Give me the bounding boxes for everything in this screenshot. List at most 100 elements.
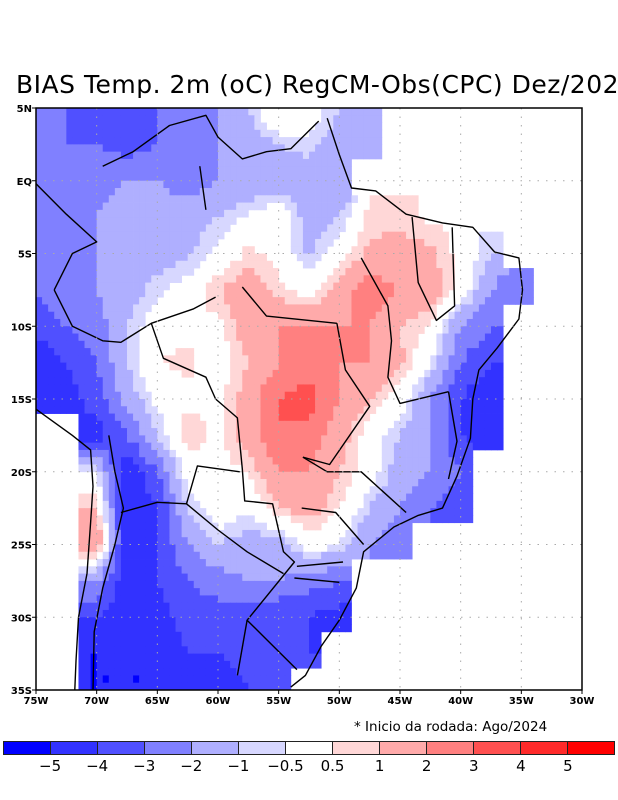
bias-cell <box>193 260 201 269</box>
bias-cell <box>406 413 413 422</box>
bias-cell <box>224 668 231 676</box>
bias-cell <box>205 624 213 633</box>
bias-cell <box>466 340 474 349</box>
bias-cell <box>327 500 334 509</box>
bias-cell <box>345 151 352 160</box>
bias-cell <box>181 493 189 502</box>
bias-cell <box>96 449 104 458</box>
bias-cell <box>406 195 413 203</box>
bias-cell <box>145 631 152 640</box>
bias-cell <box>254 362 261 371</box>
bias-cell <box>66 158 73 167</box>
bias-cell <box>145 289 152 298</box>
bias-cell <box>151 559 158 567</box>
bias-cell <box>60 209 67 218</box>
bias-cell <box>315 348 322 356</box>
bias-cell <box>66 137 73 145</box>
bias-cell <box>302 318 310 327</box>
bias-cell <box>42 399 49 407</box>
bias-cell <box>193 609 201 618</box>
bias-cell <box>127 333 134 342</box>
bias-cell <box>333 377 340 385</box>
bias-cell <box>133 311 140 320</box>
bias-cell <box>254 151 261 160</box>
bias-cell <box>108 340 116 349</box>
bias-cell <box>290 348 298 356</box>
bias-cell <box>230 559 237 567</box>
bias-cell <box>114 515 122 524</box>
bias-cell <box>157 646 164 655</box>
bias-cell <box>278 442 286 451</box>
bias-cell <box>175 253 182 262</box>
bias-cell <box>381 435 389 444</box>
bias-cell <box>60 166 67 174</box>
bias-cell <box>509 268 516 276</box>
bias-cell <box>460 348 468 356</box>
bias-cell <box>436 428 443 436</box>
bias-cell <box>218 551 225 560</box>
bias-cell <box>205 682 213 691</box>
bias-cell <box>333 580 340 589</box>
bias-cell <box>218 151 225 160</box>
bias-cell <box>406 224 413 233</box>
bias-cell <box>406 471 413 480</box>
bias-cell <box>491 260 498 269</box>
bias-cell <box>169 653 176 662</box>
bias-cell <box>248 682 255 691</box>
bias-cell <box>224 108 231 116</box>
bias-cell <box>296 326 304 334</box>
bias-cell <box>224 188 231 196</box>
bias-cell <box>412 486 419 494</box>
bias-cell <box>472 384 480 393</box>
bias-cell <box>315 471 322 480</box>
bias-cell <box>224 428 231 436</box>
bias-cell <box>296 559 304 567</box>
bias-cell <box>436 449 443 458</box>
bias-cell <box>327 326 334 334</box>
bias-cell <box>254 566 261 574</box>
bias-cell <box>406 246 413 254</box>
bias-cell <box>78 289 85 298</box>
bias-cell <box>163 508 170 516</box>
bias-cell <box>108 275 116 283</box>
bias-cell <box>418 406 425 414</box>
bias-cell <box>302 151 310 160</box>
bias-cell <box>42 209 49 218</box>
bias-cell <box>381 275 389 283</box>
bias-cell <box>272 551 280 560</box>
bias-cell <box>133 333 140 342</box>
bias-cell <box>424 369 431 378</box>
bias-cell <box>84 522 91 531</box>
bias-cell <box>139 529 146 538</box>
bias-cell <box>96 348 104 356</box>
bias-cell <box>315 238 322 247</box>
bias-cell <box>430 486 437 494</box>
bias-cell <box>472 311 480 320</box>
bias-cell <box>363 326 371 334</box>
bias-cell <box>48 268 55 276</box>
bias-cell <box>78 275 85 283</box>
bias-cell <box>120 246 128 254</box>
bias-cell <box>36 333 43 342</box>
bias-cell <box>497 289 504 298</box>
bias-cell <box>114 559 122 567</box>
bias-cell <box>181 369 189 378</box>
bias-cell <box>139 420 146 429</box>
bias-cell <box>375 209 383 218</box>
x-tick-label: 40W <box>448 696 473 707</box>
bias-cell <box>211 129 219 138</box>
bias-cell <box>296 224 304 233</box>
bias-cell <box>345 435 352 444</box>
bias-cell <box>339 435 346 444</box>
colorbar-box <box>568 742 614 754</box>
bias-cell <box>133 588 140 596</box>
bias-cell <box>284 595 292 604</box>
bias-cell <box>296 304 304 313</box>
bias-cell <box>54 180 61 189</box>
bias-cell <box>327 137 334 145</box>
bias-cell <box>302 311 310 320</box>
bias-cell <box>272 348 280 356</box>
bias-cell <box>151 166 158 174</box>
bias-cell <box>357 268 364 276</box>
bias-cell <box>187 660 195 669</box>
